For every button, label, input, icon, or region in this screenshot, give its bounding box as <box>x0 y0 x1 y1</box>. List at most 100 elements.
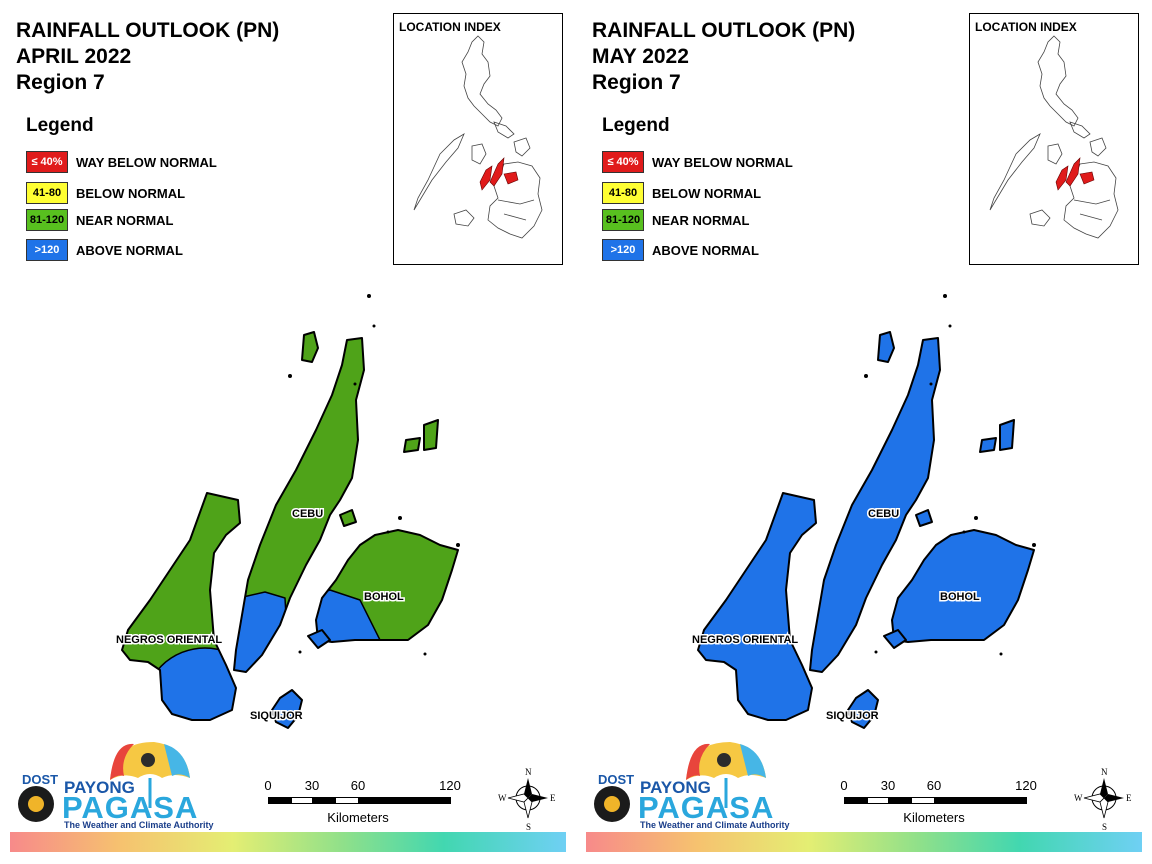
compass-w: W <box>1074 793 1083 803</box>
scale-bar: 0 30 60 120 Kilometers <box>260 778 470 828</box>
legend-swatch: ≤ 40% <box>602 151 644 173</box>
label-negros-oriental: NEGROS ORIENTAL <box>692 634 798 646</box>
compass-rose-icon: N S E W <box>498 767 556 832</box>
label-bohol: BOHOL <box>940 591 980 603</box>
small-islets <box>864 294 1036 656</box>
scale-tick-60: 60 <box>926 778 942 793</box>
legend-swatch: >120 <box>26 239 68 261</box>
pagasa-logo: DOST PAYONG PAGASA The Weather and Clima… <box>590 738 790 834</box>
province-bohol <box>307 529 459 649</box>
label-cebu: CEBU <box>868 508 899 520</box>
logo-tagline: The Weather and Climate Authority <box>640 820 790 830</box>
location-index-title: LOCATION INDEX <box>399 20 501 34</box>
title-line-2: APRIL 2022 <box>16 45 132 68</box>
compass-e: E <box>550 793 556 803</box>
compass-e: E <box>1126 793 1132 803</box>
compass-s: S <box>526 822 531 832</box>
region-7-map: CEBU BOHOL NEGROS ORIENTAL SIQUIJOR <box>691 294 1036 729</box>
logo-tagline: The Weather and Climate Authority <box>64 820 214 830</box>
legend-swatch: ≤ 40% <box>26 151 68 173</box>
scale-segment <box>867 797 889 804</box>
legend-label: WAY BELOW NORMAL <box>652 154 793 170</box>
province-bohol <box>883 529 1035 649</box>
small-islets <box>288 294 460 656</box>
rainfall-outlook-panel-april: RAINFALL OUTLOOK (PN) APRIL 2022 Region … <box>10 13 566 852</box>
legend-swatch: 41-80 <box>602 182 644 204</box>
logo-dost-text: DOST <box>598 772 635 787</box>
legend-label: WAY BELOW NORMAL <box>76 154 217 170</box>
label-siquijor: SIQUIJOR <box>826 710 879 722</box>
legend-item-near-normal: 81-120 NEAR NORMAL <box>602 209 750 231</box>
scale-tick-120: 120 <box>1015 778 1037 793</box>
region-7-highlight <box>1055 157 1095 191</box>
logo-payong-text: PAYONG <box>64 778 135 797</box>
title-line-3: Region 7 <box>16 71 105 94</box>
title-line-2: MAY 2022 <box>592 45 689 68</box>
scale-unit-label: Kilometers <box>903 810 965 825</box>
legend-item-near-normal: 81-120 NEAR NORMAL <box>26 209 174 231</box>
title-line-3: Region 7 <box>592 71 681 94</box>
legend-title: Legend <box>26 115 94 136</box>
scale-segment <box>358 797 451 804</box>
legend-item-way-below-normal: ≤ 40% WAY BELOW NORMAL <box>602 151 793 173</box>
compass-rose-icon: N S E W <box>1074 767 1132 832</box>
location-index-inset: LOCATION INDEX <box>969 13 1139 265</box>
legend-item-above-normal: >120 ABOVE NORMAL <box>602 239 759 261</box>
panel-title: RAINFALL OUTLOOK (PN) APRIL 2022 Region … <box>16 18 279 96</box>
panel-title: RAINFALL OUTLOOK (PN) MAY 2022 Region 7 <box>592 18 855 96</box>
scale-tick-60: 60 <box>350 778 366 793</box>
scale-segment <box>934 797 1027 804</box>
legend-label: NEAR NORMAL <box>76 212 174 228</box>
north-arrow: N S E W <box>498 764 558 834</box>
province-negros-oriental <box>697 492 817 721</box>
province-cebu <box>809 331 1015 673</box>
legend-item-below-normal: 41-80 BELOW NORMAL <box>26 182 185 204</box>
legend-swatch: 41-80 <box>26 182 68 204</box>
title-line-1: RAINFALL OUTLOOK (PN) <box>592 19 856 42</box>
footer-color-strip <box>586 832 1142 852</box>
logo-pagasa-text: PAGASA <box>62 790 199 825</box>
province-siquijor <box>847 689 879 729</box>
scale-segment <box>844 797 868 804</box>
legend-item-above-normal: >120 ABOVE NORMAL <box>26 239 183 261</box>
legend-label: BELOW NORMAL <box>652 185 762 201</box>
label-negros-oriental: NEGROS ORIENTAL <box>116 634 222 646</box>
rainfall-outlook-panel-may: RAINFALL OUTLOOK (PN) MAY 2022 Region 7 … <box>576 0 1152 864</box>
scale-segment <box>335 797 359 804</box>
legend-swatch: 81-120 <box>602 209 644 231</box>
scale-segment <box>888 797 912 804</box>
scale-tick-30: 30 <box>304 778 320 793</box>
legend-label: NEAR NORMAL <box>652 212 750 228</box>
legend-label: BELOW NORMAL <box>76 185 186 201</box>
compass-s: S <box>1102 822 1107 832</box>
compass-n: N <box>525 767 532 777</box>
province-siquijor <box>271 689 303 729</box>
north-arrow: N S E W <box>1074 764 1134 834</box>
scale-tick-120: 120 <box>439 778 461 793</box>
logo-pagasa-text: PAGASA <box>638 790 775 825</box>
label-bohol: BOHOL <box>364 591 404 603</box>
location-index-inset: LOCATION INDEX <box>393 13 563 265</box>
philippines-outline-map <box>413 35 543 239</box>
legend-swatch: >120 <box>602 239 644 261</box>
footer-color-strip <box>10 832 566 852</box>
scale-segment <box>312 797 336 804</box>
umbrella-logo-icon <box>594 742 766 822</box>
legend-swatch: 81-120 <box>26 209 68 231</box>
logo-dost-text: DOST <box>22 772 59 787</box>
legend-title: Legend <box>602 115 670 136</box>
scale-tick-0: 0 <box>840 778 848 793</box>
label-cebu: CEBU <box>292 508 323 520</box>
philippines-outline-map <box>989 35 1119 239</box>
compass-w: W <box>498 793 507 803</box>
label-siquijor: SIQUIJOR <box>250 710 303 722</box>
compass-n: N <box>1101 767 1108 777</box>
scale-segment <box>911 797 935 804</box>
legend-item-below-normal: 41-80 BELOW NORMAL <box>602 182 761 204</box>
legend-item-way-below-normal: ≤ 40% WAY BELOW NORMAL <box>26 151 217 173</box>
scale-segment <box>268 797 292 804</box>
scale-tick-30: 30 <box>880 778 896 793</box>
scale-unit-label: Kilometers <box>327 810 389 825</box>
region-7-map: CEBU BOHOL NEGROS ORIENTAL SIQUIJOR <box>115 294 460 729</box>
scale-tick-0: 0 <box>264 778 272 793</box>
